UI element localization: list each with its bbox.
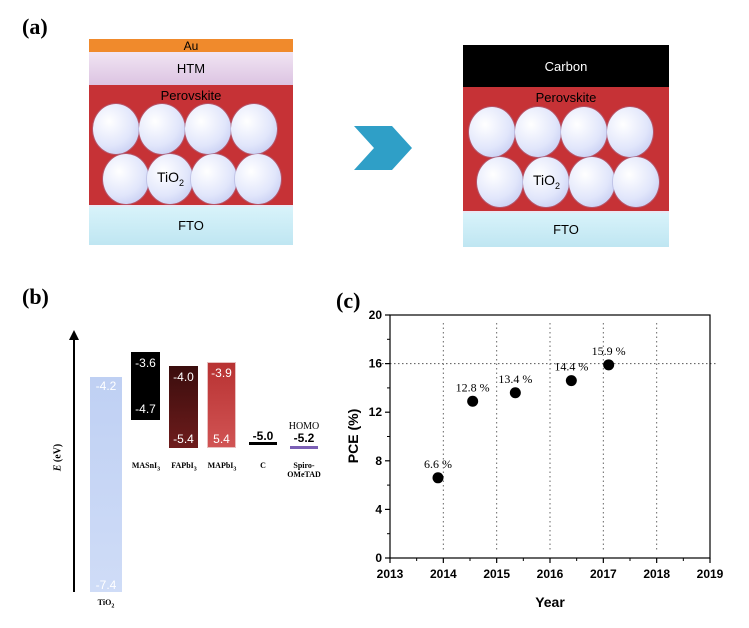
fto-label: FTO (553, 222, 579, 237)
data-point (565, 375, 577, 387)
fapbi3-band-top: -4.0 (173, 370, 194, 384)
masni3-band (131, 352, 160, 420)
tio2-particle (235, 154, 281, 204)
tio2-particle (93, 104, 139, 154)
x-tick-label: 2014 (430, 567, 457, 581)
tio2-particle (523, 157, 569, 207)
tio2-particle (185, 104, 231, 154)
tio2-band (90, 377, 122, 592)
masni3-band-name: MASnI3 (131, 461, 161, 473)
x-tick-label: 2015 (483, 567, 510, 581)
mapbi3-band (207, 362, 236, 448)
x-tick-label: 2018 (643, 567, 670, 581)
x-axis-label: Year (535, 594, 565, 610)
tio2-particle (477, 157, 523, 207)
x-tick-label: 2019 (697, 567, 724, 581)
spiro-homo-label: HOMO (288, 421, 320, 432)
carbon-level-value: -5.0 (252, 429, 274, 443)
fapbi3-band (169, 366, 198, 448)
fto-layer: FTO (463, 211, 669, 247)
perovskite-label: Perovskite (160, 88, 222, 103)
tio2-particle (147, 154, 193, 204)
data-point (467, 395, 479, 407)
fto-label: FTO (178, 218, 204, 233)
x-tick-label: 2017 (590, 567, 617, 581)
y-tick-label: 20 (369, 308, 383, 322)
tio2-particle (191, 154, 237, 204)
data-point (509, 387, 521, 399)
fto-layer: FTO (89, 205, 293, 245)
tio2-particle (607, 107, 653, 157)
au-label: Au (183, 38, 199, 53)
pce-chart: 2013 2014 2015 2016 2017 2018 2019 0 4 8 12 16 20 6.… (345, 308, 724, 610)
tio2-particle (569, 157, 615, 207)
energy-axis-label: E (eV) (52, 443, 64, 472)
tio2-band-bottom: -7.4 (95, 578, 117, 592)
fapbi3-band-bottom: -5.4 (173, 432, 194, 446)
data-point (432, 472, 444, 484)
au-layer: Au (89, 38, 293, 53)
mapbi3-band-bottom: 5.4 (213, 432, 230, 446)
carbon-layer: Carbon (463, 45, 669, 87)
tio2-particle (231, 104, 277, 154)
right-arrow-icon (354, 126, 412, 170)
spiro-name: Spiro- OMeTAD (287, 461, 321, 479)
left-device-stack: Au HTM Perovskite TiO2 FTO (89, 38, 293, 245)
data-label: 6.6 % (424, 457, 452, 471)
tio2-band-top: -4.2 (95, 379, 117, 393)
y-tick-label: 0 (375, 551, 382, 565)
mapbi3-band-name: MAPbI3 (207, 461, 237, 473)
data-point (603, 359, 615, 371)
data-label: 13.4 % (498, 372, 532, 386)
data-label: 15.9 % (592, 344, 626, 358)
tio2-particle (469, 107, 515, 157)
data-label: 14.4 % (554, 360, 588, 374)
y-axis-label: PCE (%) (345, 409, 361, 463)
energy-axis-arrow (69, 330, 79, 592)
panel-c-label: (c) (336, 288, 361, 313)
x-tick-label: 2016 (537, 567, 564, 581)
spiro-homo-value: -5.2 (293, 431, 315, 445)
y-tick-label: 12 (369, 405, 383, 419)
y-tick-label: 16 (369, 357, 383, 371)
panel-a-label: (a) (22, 14, 48, 39)
tio2-band-name: TiO2 (97, 598, 115, 610)
y-tick-label: 8 (375, 454, 382, 468)
htm-label: HTM (176, 61, 206, 76)
tio2-particle (613, 157, 659, 207)
perovskite-label: Perovskite (535, 90, 597, 105)
right-device-stack: Carbon Perovskite TiO2 FTO (463, 45, 669, 247)
tio2-particle (561, 107, 607, 157)
carbon-level-line (249, 442, 277, 445)
tio2-particle (103, 154, 149, 204)
mapbi3-band-top: -3.9 (211, 366, 232, 380)
tio2-label: TiO2 (533, 172, 561, 191)
masni3-band-bottom: -4.7 (135, 402, 156, 416)
carbon-label: Carbon (544, 58, 588, 74)
fapbi3-band-name: FAPbI3 (171, 461, 197, 473)
data-label: 12.8 % (456, 380, 490, 394)
carbon-level-name: C (260, 461, 266, 470)
spiro-homo-line (290, 446, 318, 449)
tio2-particle (515, 107, 561, 157)
tio2-label: TiO2 (157, 169, 185, 188)
panel-b-label: (b) (22, 284, 49, 309)
y-tick-label: 4 (375, 502, 382, 516)
htm-layer: HTM (89, 52, 293, 85)
tio2-particle (139, 104, 185, 154)
x-tick-label: 2013 (377, 567, 404, 581)
masni3-band-top: -3.6 (135, 356, 156, 370)
